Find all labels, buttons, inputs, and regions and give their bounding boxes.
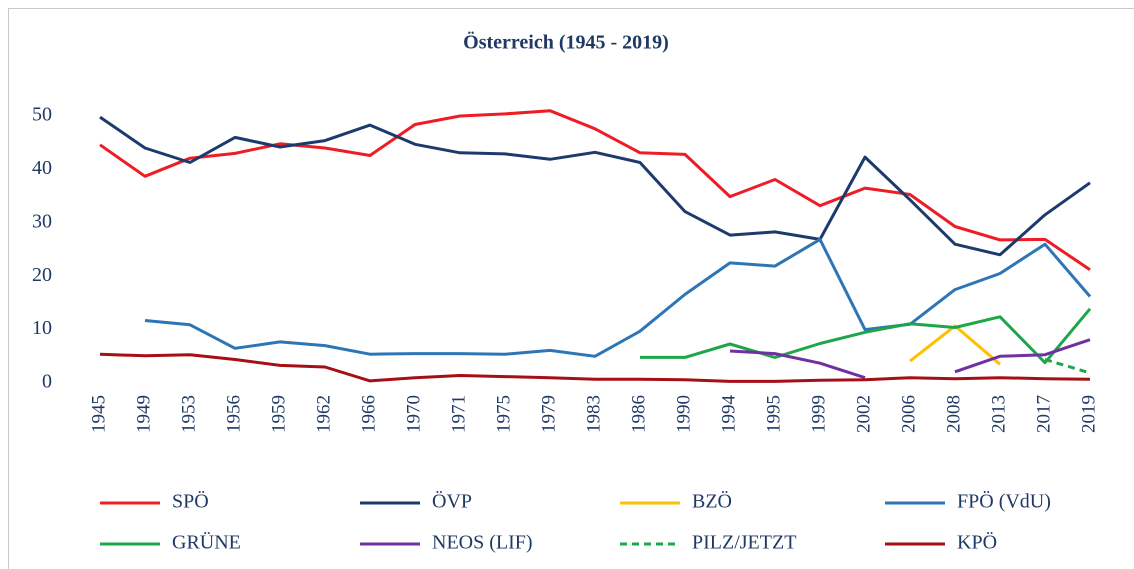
x-tick-label: 1971 [448,395,469,433]
x-tick-label: 1966 [358,395,379,433]
x-tick-label: 2002 [853,395,874,433]
series-line [99,109,1091,272]
chart-border [8,8,1134,569]
x-tick-label: 2006 [898,395,919,433]
legend-label: ÖVP [432,490,472,513]
x-tick-label: 1995 [763,395,784,433]
legend-label: BZÖ [692,490,732,513]
series-line [1044,358,1091,375]
legend-label: NEOS (LIF) [432,532,533,554]
x-tick-label: 2013 [988,395,1009,433]
series-line [909,324,1001,366]
y-tick-label: 20 [32,264,52,286]
x-tick-label: 1999 [808,395,829,433]
chart-title: Österreich (1945 - 2019) [463,31,669,54]
x-tick-label: 1959 [268,395,289,433]
x-tick-label: 1945 [88,395,109,433]
x-tick-label: 1990 [673,395,694,433]
y-tick-label: 0 [42,371,52,393]
x-tick-label: 1956 [223,395,244,433]
series-line [144,237,1092,358]
legend-label: GRÜNE [172,531,241,554]
legend-label: KPÖ [957,531,997,554]
x-tick-label: 1949 [133,395,154,433]
series-line [640,307,1092,365]
x-tick-label: 1970 [403,395,424,433]
series-line [729,338,1091,380]
y-tick-label: 30 [32,210,52,232]
legend-label: FPÖ (VdU) [957,490,1051,513]
legend-label: SPÖ [172,490,209,513]
x-tick-label: 2017 [1033,395,1054,433]
x-tick-label: 1994 [718,395,739,434]
y-tick-label: 50 [32,104,52,126]
series-line [99,115,1091,257]
y-tick-label: 40 [32,157,52,179]
y-tick-label: 10 [32,317,52,339]
x-tick-label: 1953 [178,395,199,433]
x-tick-label: 1975 [493,395,514,433]
x-tick-label: 1979 [538,395,559,433]
x-tick-label: 2019 [1078,395,1099,433]
x-tick-label: 2008 [943,395,964,433]
x-tick-label: 1962 [313,395,334,433]
x-tick-label: 1986 [628,395,649,433]
x-tick-label: 1983 [583,395,604,433]
legend-label: PILZ/JETZT [692,532,796,554]
series-line [99,352,1091,383]
